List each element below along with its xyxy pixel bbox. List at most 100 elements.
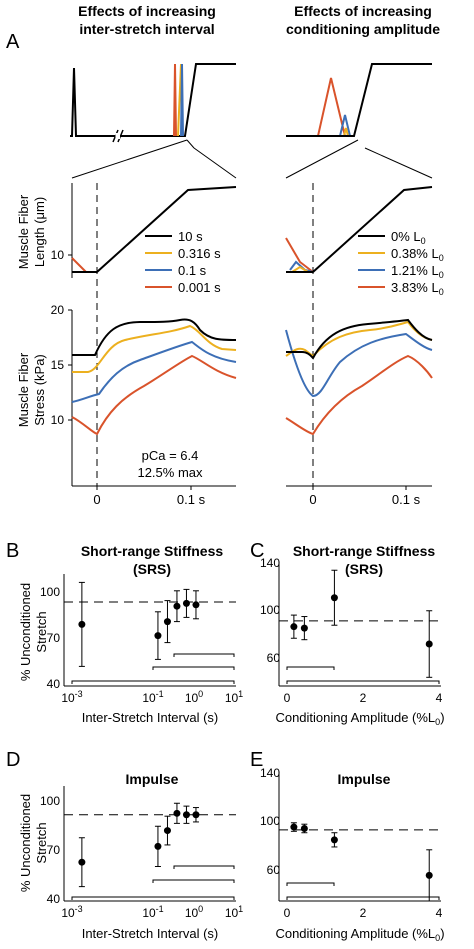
- length-ylabel-line-1: Muscle Fiber: [16, 194, 31, 269]
- e-point-1: [300, 824, 308, 832]
- stress-tick-label-20: 20: [51, 303, 65, 317]
- panel-letter-e: E: [250, 749, 263, 771]
- b-point-0: [78, 620, 86, 628]
- pca-annotation-line-2: 12.5% max: [137, 465, 203, 480]
- c-xlabel-close: ): [440, 710, 444, 725]
- b-point-1: [154, 632, 162, 640]
- d-ylabel-line-2: Stretch: [34, 822, 49, 863]
- d-xtick-label-1e-1: 10-1: [142, 904, 163, 920]
- d-xtick-label-1e-3: 10-3: [61, 904, 82, 920]
- d-ylabel-line-1: % Unconditioned: [18, 794, 33, 892]
- e-xtick-label-4: 4: [436, 906, 443, 920]
- panel-letter-c: C: [250, 540, 264, 562]
- e-xtick-label-2: 2: [360, 906, 367, 920]
- right-time-tick-label-01: 0.1 s: [392, 492, 421, 507]
- b-xtick-1e-1-base: 10: [142, 691, 156, 705]
- d-bracket-1: [71, 896, 235, 900]
- d-bracket-2: [152, 879, 235, 883]
- d-xtick-1e0-exp: 0: [198, 904, 203, 914]
- c-xtick-label-0: 0: [284, 691, 291, 705]
- left-time-tick-label-01: 0.1 s: [177, 492, 206, 507]
- e-ytick-label-100: 100: [260, 814, 280, 828]
- right-legend-label-3-main: 3.83% L: [391, 280, 439, 295]
- right-title-line-2: conditioning amplitude: [286, 21, 440, 37]
- d-ytick-label-100: 100: [40, 794, 60, 808]
- left-legend-label-0316s: 0.316 s: [178, 246, 221, 261]
- b-xtick-1e-1-exp: -1: [156, 689, 164, 699]
- e-xlabel-sub: 0: [435, 933, 440, 943]
- e-significance-brackets: [286, 882, 440, 900]
- c-bracket-2: [286, 666, 335, 670]
- c-title-line-1: Short-range Stiffness: [293, 543, 436, 559]
- d-xtick-1e-1-exp: -1: [156, 904, 164, 914]
- d-xtick-1e-1-base: 10: [142, 906, 156, 920]
- b-xtick-1e-3-base: 10: [61, 691, 75, 705]
- d-bracket-3: [173, 865, 235, 869]
- length-ylabel-line-2: Length (μm): [32, 197, 47, 267]
- right-stress-red-trace: [285, 354, 433, 436]
- b-xtick-label-1e-1: 10-1: [142, 689, 163, 705]
- right-overview-yellow-trace: [343, 127, 349, 137]
- left-legend-label-10s: 10 s: [178, 229, 203, 244]
- b-xlabel: Inter-Stretch Interval (s): [82, 710, 219, 725]
- pca-annotation-line-1: pCa = 6.4: [142, 448, 199, 463]
- e-xtick-label-0: 0: [284, 906, 291, 920]
- b-bracket-1: [71, 680, 235, 684]
- b-ytick-label-100: 100: [40, 585, 60, 599]
- right-legend-label-2-sub: 0: [439, 270, 444, 280]
- c-ytick-label-140: 140: [260, 556, 280, 570]
- b-xtick-1e1-base: 10: [225, 691, 239, 705]
- left-overview-black-trace: [70, 63, 236, 137]
- stress-tick-label-10: 10: [51, 413, 65, 427]
- left-legend-label-0001s: 0.001 s: [178, 280, 221, 295]
- right-overview-blue-trace: [339, 114, 351, 137]
- e-ytick-label-60: 60: [267, 863, 281, 877]
- b-point-2: [163, 618, 171, 626]
- left-title-line-2: inter-stretch interval: [79, 21, 214, 37]
- right-legend-label-3: 3.83% L0: [391, 280, 444, 297]
- right-length-black-trace: [286, 186, 433, 273]
- right-legend-label-1-main: 0.38% L: [391, 246, 439, 261]
- b-bracket-3: [173, 653, 235, 657]
- right-legend-label-1-sub: 0: [439, 253, 444, 263]
- c-xlabel-sub: 0: [435, 717, 440, 727]
- chart-b-short-range-stiffness-interval: Short-range Stiffness (SRS) 100 70 40 10…: [40, 543, 243, 725]
- left-legend-label-01s: 0.1 s: [178, 263, 207, 278]
- b-xtick-1e0-base: 10: [185, 691, 199, 705]
- c-xlabel-main: Conditioning Amplitude (%L: [275, 710, 435, 725]
- d-point-2: [163, 827, 171, 835]
- right-overview-red-trace: [317, 77, 346, 137]
- c-ytick-label-60: 60: [267, 651, 281, 665]
- e-xlabel-close: ): [440, 926, 444, 941]
- d-point-4: [182, 811, 190, 819]
- right-overview-black-trace: [286, 63, 432, 137]
- e-title: Impulse: [338, 771, 391, 787]
- right-length-red-trace: [285, 237, 314, 273]
- c-point-1: [300, 624, 308, 632]
- left-title-line-1: Effects of increasing: [78, 3, 216, 19]
- panel-letter-a: A: [6, 31, 20, 53]
- d-xtick-1e0-base: 10: [185, 906, 199, 920]
- b-xtick-label-1e0: 100: [185, 689, 203, 705]
- left-stress-traces: [71, 318, 237, 436]
- left-overview-red-trace: [173, 63, 177, 137]
- c-ytick-label-100: 100: [260, 603, 280, 617]
- d-xtick-label-1e0: 100: [185, 904, 203, 920]
- left-legend: 10 s 0.316 s 0.1 s 0.001 s: [145, 229, 221, 295]
- right-time-tick-label-0: 0: [309, 492, 316, 507]
- right-legend-label-2-main: 1.21% L: [391, 263, 439, 278]
- d-point-3: [173, 809, 181, 817]
- right-legend-label-1: 0.38% L0: [391, 246, 444, 263]
- c-point-2: [330, 594, 338, 602]
- b-xtick-1e-3-exp: -3: [75, 689, 83, 699]
- b-point-4: [182, 599, 190, 607]
- b-title-line-2: (SRS): [133, 561, 171, 577]
- right-legend-label-0-main: 0% L: [391, 229, 421, 244]
- d-xtick-1e-3-base: 10: [61, 906, 75, 920]
- left-stress-yellow-trace: [72, 324, 237, 373]
- right-legend: 0% L 0 0.38% L0 1.21% L0 3.83% L0: [358, 229, 444, 297]
- right-length-yellow-trace: [291, 265, 309, 273]
- d-ytick-label-40: 40: [47, 892, 61, 906]
- right-zoom-connector: [285, 139, 433, 179]
- left-stress-blue-trace: [71, 340, 237, 403]
